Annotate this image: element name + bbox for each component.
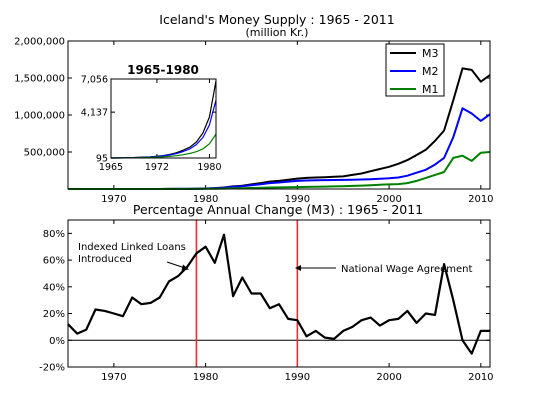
y-tick-label: 0% <box>49 336 65 347</box>
annotation-indexed-loans-line2: Introduced <box>78 254 132 265</box>
x-tick-label: 2010 <box>468 194 493 205</box>
top-chart-ticks: 1970 1980 1990 2000 2010 500,000 1,000,000 1,50… <box>14 37 493 206</box>
legend: M3 M2 M1 <box>385 43 445 97</box>
legend-label-m3: M3 <box>422 47 439 60</box>
top-chart-frame <box>67 40 491 190</box>
series-line-m3 <box>67 233 490 355</box>
top-chart-subtitle: (million Kr.) <box>246 26 309 39</box>
annotation-indexed-loans-line1: Indexed Linked Loans <box>78 242 186 253</box>
inset-chart-background <box>111 79 216 158</box>
bottom-chart-plot <box>67 220 490 367</box>
x-tick-label: 2000 <box>376 372 401 383</box>
x-tick-label: 1980 <box>193 194 218 205</box>
x-tick-label: 2000 <box>376 194 401 205</box>
x-tick-label: 1970 <box>101 372 126 383</box>
annotation-indexed-loans-arrowhead <box>181 264 189 271</box>
x-tick-label: 1990 <box>285 194 310 205</box>
x-tick-label: 1970 <box>101 194 126 205</box>
x-tick-label: 1980 <box>193 372 218 383</box>
annotation-indexed-loans-arrow <box>166 261 186 269</box>
x-tick-label: 1972 <box>145 162 169 173</box>
y-tick-label: 7,056 <box>81 75 108 86</box>
y-tick-label: 500,000 <box>24 148 65 159</box>
x-tick-label: 2010 <box>468 372 493 383</box>
annotation-wage-agreement-label: National Wage Agreement <box>341 264 473 275</box>
y-tick-label: 40% <box>43 282 65 293</box>
x-tick-label: 1965 <box>99 162 123 173</box>
y-tick-label: 60% <box>43 256 65 267</box>
x-tick-label: 1980 <box>197 162 221 173</box>
legend-label-m2: M2 <box>422 65 439 78</box>
y-tick-label: -20% <box>39 363 65 374</box>
y-tick-label: 95 <box>96 154 108 165</box>
y-tick-label: 20% <box>43 309 65 320</box>
y-tick-label: 4,137 <box>81 108 108 119</box>
y-tick-label: 80% <box>43 229 65 240</box>
bottom-chart-frame <box>67 219 491 368</box>
annotation-wage-agreement-arrowhead <box>295 265 301 271</box>
annotation-indexed-loans: Indexed Linked Loans Introduced <box>78 242 189 271</box>
y-tick-label: 1,000,000 <box>14 111 65 122</box>
inset-chart-frame <box>110 78 217 159</box>
legend-label-m1: M1 <box>422 83 439 96</box>
inset-chart-title: 1965-1980 <box>127 63 199 77</box>
annotation-wage-agreement: National Wage Agreement <box>295 264 473 275</box>
bottom-chart-title: Percentage Annual Change (M3) : 1965 - 2… <box>133 202 423 217</box>
top-chart-title: Iceland's Money Supply : 1965 - 2011 <box>159 12 394 27</box>
x-tick-label: 1990 <box>285 372 310 383</box>
bottom-chart-ticks: 1970 1980 1990 2000 2010 -20% 0% 20% 40% 60% 80% <box>39 220 494 383</box>
y-tick-label: 1,500,000 <box>14 74 65 85</box>
y-tick-label: 2,000,000 <box>14 37 65 48</box>
